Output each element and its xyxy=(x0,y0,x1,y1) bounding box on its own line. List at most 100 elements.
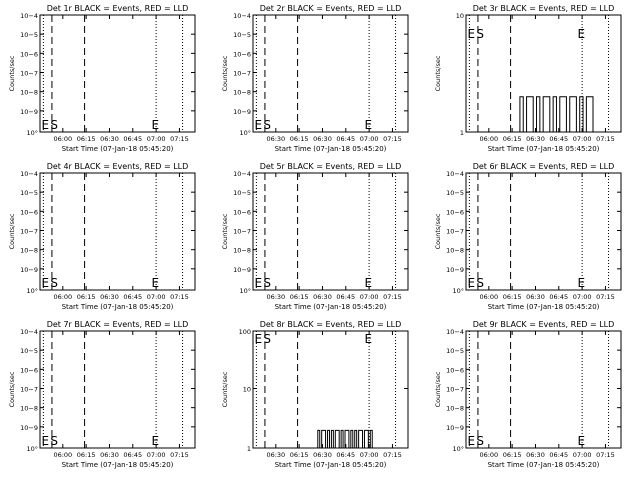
panel-5-marker-e: E xyxy=(364,276,372,290)
panel-1-x-tick-label: 06:00 xyxy=(53,135,72,143)
panel-5-x-tick-label: 06:30 xyxy=(313,293,332,301)
panel-5-y-tick-label: 10−4 xyxy=(233,170,251,178)
panel-5-marker-e: E xyxy=(254,276,262,290)
panel-6-x-axis-label: Start Time (07-Jan-18 05:45:20) xyxy=(488,303,600,311)
panel-1-x-tick-label: 06:30 xyxy=(100,135,119,143)
panel-9-x-tick-label: 07:15 xyxy=(596,451,615,459)
panel-6-x-tick-label: 06:45 xyxy=(549,293,568,301)
panel-7-y-tick-label: 10−9 xyxy=(20,424,38,432)
panel-7-x-tick-label: 06:15 xyxy=(77,451,96,459)
panel-9-plot-frame xyxy=(465,330,622,449)
panel-8-y-tick-label: 10 xyxy=(243,386,251,394)
panel-2-x-tick-label: 07:00 xyxy=(360,135,379,143)
panel-1-title: Det 1r BLACK = Events, RED = LLD xyxy=(47,4,189,13)
panel-4-x-tick-label: 06:15 xyxy=(77,293,96,301)
panel-9-x-tick-label: 07:00 xyxy=(573,451,592,459)
panel-1-marker-e: E xyxy=(151,118,159,132)
panel-3-x-tick-label: 07:00 xyxy=(573,135,592,143)
panel-6-x-tick-label: 07:15 xyxy=(596,293,615,301)
panel-1-x-axis-label: Start Time (07-Jan-18 05:45:20) xyxy=(62,145,174,153)
panel-5-y-tick-label: 10−7 xyxy=(233,228,251,236)
panel-4-x-tick-label: 06:30 xyxy=(100,293,119,301)
panel-8-events-series xyxy=(317,429,373,449)
panel-9-y-tick-label: 10° xyxy=(452,445,464,453)
panel-9-marker-e: E xyxy=(467,434,475,448)
panel-9-y-tick-label: 10−6 xyxy=(446,366,464,374)
panel-1-y-tick-label: 10−4 xyxy=(20,12,38,20)
panel-8-marker-s: S xyxy=(263,332,271,346)
panel-8-y-tick-label: 1 xyxy=(247,445,251,453)
panel-1-x-tick-label: 06:45 xyxy=(123,135,142,143)
panel-8-title: Det 8r BLACK = Events, RED = LLD xyxy=(260,320,402,329)
panel-6-marker-e: E xyxy=(577,276,585,290)
panel-2-marker-e: E xyxy=(364,118,372,132)
panel-2-y-tick-label: 10−7 xyxy=(233,70,251,78)
panel-4-y-tick-label: 10° xyxy=(26,287,38,295)
panel-9-marker-e: E xyxy=(577,434,585,448)
panel-6-x-tick-label: 06:00 xyxy=(479,293,498,301)
panel-1-x-tick-label: 07:15 xyxy=(170,135,189,143)
panel-3-marker-e: E xyxy=(577,27,585,41)
panel-2-x-tick-label: 07:15 xyxy=(383,135,402,143)
panel-2-x-tick-label: 06:15 xyxy=(290,135,309,143)
panel-6-x-tick-label: 06:15 xyxy=(503,293,522,301)
panel-9-y-tick-label: 10−9 xyxy=(446,424,464,432)
panel-8-x-tick-label: 06:30 xyxy=(266,451,285,459)
panel-2-x-tick-label: 06:45 xyxy=(336,135,355,143)
panel-9-x-axis-label: Start Time (07-Jan-18 05:45:20) xyxy=(488,461,600,469)
panel-4-marker-e: E xyxy=(41,276,49,290)
panel-9-x-tick-label: 06:00 xyxy=(479,451,498,459)
panel-2-title: Det 2r BLACK = Events, RED = LLD xyxy=(260,4,402,13)
panel-6-marker-e: E xyxy=(467,276,475,290)
panel-8-marker-e: E xyxy=(364,332,372,346)
panel-7-x-tick-label: 06:45 xyxy=(123,451,142,459)
panel-4-y-tick-label: 10−5 xyxy=(20,189,38,197)
panel-2-y-tick-label: 10−8 xyxy=(233,89,251,97)
panel-3-y-tick-label: 1 xyxy=(460,129,464,137)
panel-4-x-axis-label: Start Time (07-Jan-18 05:45:20) xyxy=(62,303,174,311)
panel-9-x-tick-label: 06:15 xyxy=(503,451,522,459)
panel-3-x-tick-label: 06:45 xyxy=(549,135,568,143)
panel-7-x-axis-label: Start Time (07-Jan-18 05:45:20) xyxy=(62,461,174,469)
panel-8-marker-e: E xyxy=(254,332,262,346)
panel-1-y-tick-label: 10−7 xyxy=(20,70,38,78)
panel-5-title: Det 5r BLACK = Events, RED = LLD xyxy=(260,162,402,171)
panel-5-x-tick-label: 07:15 xyxy=(383,293,402,301)
panel-4-plot-frame xyxy=(39,172,196,291)
panel-6-y-tick-label: 10−5 xyxy=(446,189,464,197)
panel-2-marker-s: S xyxy=(263,118,271,132)
panel-3-x-tick-label: 06:30 xyxy=(526,135,545,143)
panel-6-y-tick-label: 10−8 xyxy=(446,247,464,255)
panel-4-y-tick-label: 10−6 xyxy=(20,208,38,216)
panel-9-y-tick-label: 10−8 xyxy=(446,405,464,413)
panel-7-marker-s: S xyxy=(50,434,58,448)
panel-1-y-tick-label: 10−9 xyxy=(20,108,38,116)
panel-9-y-tick-label: 10−5 xyxy=(446,347,464,355)
panel-7-y-tick-label: 10−8 xyxy=(20,405,38,413)
panel-5-y-tick-label: 10−9 xyxy=(233,266,251,274)
panel-3-x-tick-label: 06:15 xyxy=(503,135,522,143)
panel-2-y-tick-label: 10−9 xyxy=(233,108,251,116)
panel-6-y-tick-label: 10−7 xyxy=(446,228,464,236)
panel-4-marker-e: E xyxy=(151,276,159,290)
panel-5-x-tick-label: 06:45 xyxy=(336,293,355,301)
panel-8-x-tick-label: 07:00 xyxy=(360,451,379,459)
panel-4-y-tick-label: 10−8 xyxy=(20,247,38,255)
panel-4-y-axis-label: Counts/sec xyxy=(8,213,16,249)
panel-2-y-tick-label: 10−4 xyxy=(233,12,251,20)
panel-1-plot-frame xyxy=(39,14,196,133)
panel-3-x-tick-label: 06:00 xyxy=(479,135,498,143)
panel-2-y-tick-label: 10−6 xyxy=(233,50,251,58)
panel-4-y-tick-label: 10−7 xyxy=(20,228,38,236)
panel-1-y-tick-label: 10−5 xyxy=(20,31,38,39)
panel-1-y-tick-label: 10−6 xyxy=(20,50,38,58)
panel-1-y-axis-label: Counts/sec xyxy=(8,55,16,91)
panel-3-marker-s: S xyxy=(476,27,484,41)
panel-7-x-tick-label: 07:15 xyxy=(170,451,189,459)
panel-2-y-axis-label: Counts/sec xyxy=(221,55,229,91)
panel-8-y-axis-label: Counts/sec xyxy=(221,371,229,407)
panel-2-y-tick-label: 10° xyxy=(239,129,251,137)
panel-7-marker-e: E xyxy=(151,434,159,448)
panel-4-x-tick-label: 07:00 xyxy=(147,293,166,301)
